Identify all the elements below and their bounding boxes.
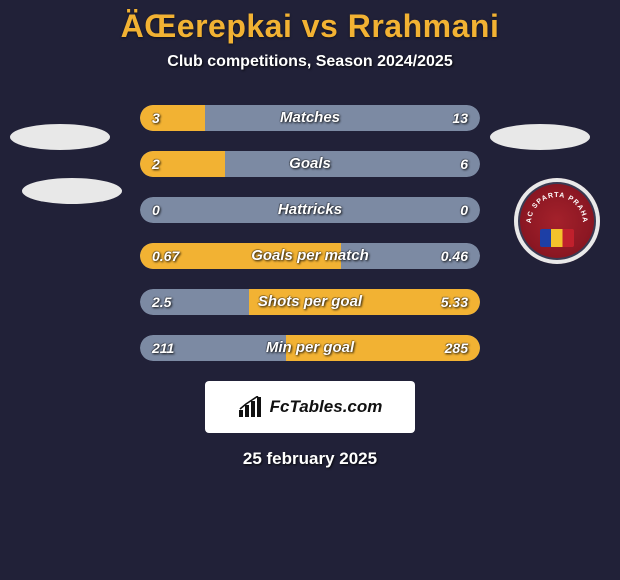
fctables-logo-icon [238,396,264,418]
badge-stripe-icon [540,229,574,247]
date-text: 25 february 2025 [0,449,620,469]
subtitle: Club competitions, Season 2024/2025 [0,53,620,71]
stat-label: Matches [140,105,480,131]
stat-row: 313Matches [140,105,480,131]
club-badge-sparta: AC SPARTA PRAHA FOTBAL [514,178,600,264]
stat-label: Hattricks [140,197,480,223]
source-text: FcTables.com [270,397,383,417]
stat-label: Min per goal [140,335,480,361]
page-title: ÄŒerepkai vs Rrahmani [0,0,620,45]
stat-label: Shots per goal [140,289,480,315]
stat-label: Goals [140,151,480,177]
player-right-avatar-blank [490,124,590,150]
player-left-avatar-2 [22,178,122,204]
stat-row: 211285Min per goal [140,335,480,361]
stat-label: Goals per match [140,243,480,269]
svg-text:AC SPARTA PRAHA: AC SPARTA PRAHA [526,192,588,223]
comparison-infographic: ÄŒerepkai vs Rrahmani Club competitions,… [0,0,620,580]
stats-block: 313Matches 26Goals 00Hattricks 0.670.46Goal… [140,105,480,361]
stat-row: 00Hattricks [140,197,480,223]
stat-row: 2.55.33Shots per goal [140,289,480,315]
source-card: FcTables.com [205,381,415,433]
stat-row: 26Goals [140,151,480,177]
player-left-avatar-1 [10,124,110,150]
stat-row: 0.670.46Goals per match [140,243,480,269]
